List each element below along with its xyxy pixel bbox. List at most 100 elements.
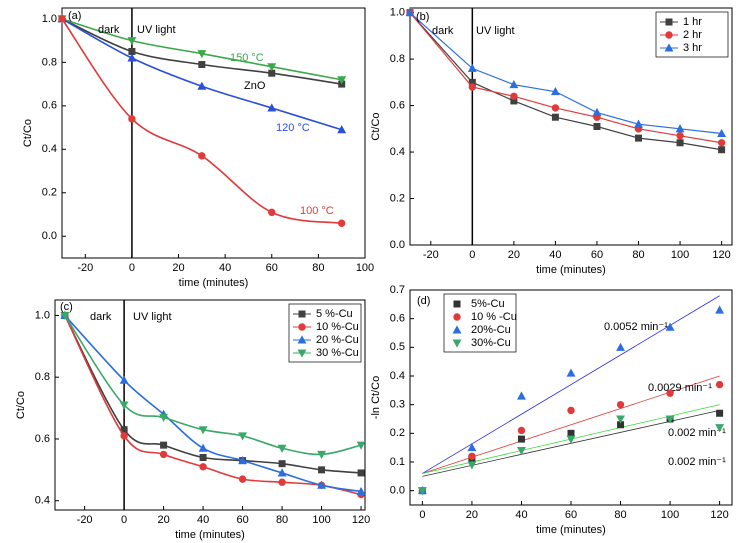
series-line (409, 12, 722, 144)
legend-label: 20%-Cu (471, 324, 511, 336)
marker (666, 389, 674, 397)
marker (634, 119, 643, 128)
annotation: dark (98, 24, 120, 36)
marker (297, 349, 307, 358)
marker (616, 400, 625, 409)
marker (566, 368, 576, 377)
marker (238, 475, 247, 483)
marker (267, 63, 277, 72)
x-tick-label: 120 (710, 509, 728, 521)
marker (718, 146, 726, 154)
x-tick-label: 20 (172, 262, 184, 274)
x-tick-label: 20 (508, 249, 520, 261)
legend-label: 10 %-Cu (316, 321, 359, 333)
x-tick-label: 0 (121, 514, 127, 526)
y-tick-label: 1.0 (42, 13, 57, 25)
y-tick-label: 0.8 (390, 53, 405, 65)
annotation: (c) (60, 301, 73, 313)
marker (268, 208, 276, 217)
plot-frame (61, 7, 366, 259)
marker (664, 43, 674, 52)
marker (467, 461, 477, 470)
x-tick-label: 40 (197, 514, 209, 526)
y-tick-label: 0.2 (42, 187, 57, 199)
series-line (64, 315, 362, 474)
x-tick-label: 100 (312, 514, 330, 526)
marker (665, 18, 673, 26)
marker (517, 447, 526, 456)
marker (665, 322, 675, 331)
x-axis-label: time (minutes) (536, 264, 606, 276)
marker (298, 323, 306, 331)
legend-label: 5%-Cu (471, 298, 505, 310)
marker (278, 460, 286, 468)
marker (318, 466, 326, 474)
marker (159, 413, 169, 422)
x-axis-label: time (minutes) (175, 529, 245, 541)
y-tick-label: 1.0 (390, 7, 405, 19)
marker (119, 375, 129, 384)
y-axis-label: -ln Ct/Co (370, 376, 382, 419)
annotation: 100 °C (300, 205, 334, 217)
legend-label: 1 hr (683, 16, 702, 28)
panel: 0 20 40 60 80 100 120 0.0 0.1 0.2 0.3 0.4 0.5 0.6 0.7 t… (370, 284, 733, 536)
marker (452, 325, 462, 334)
marker (356, 441, 366, 450)
y-tick-label: 0.2 (390, 192, 405, 204)
x-tick-label: -20 (423, 249, 439, 261)
legend-label: 2 hr (683, 29, 702, 41)
y-tick-label: 0.4 (42, 143, 57, 155)
marker (198, 152, 206, 160)
marker (452, 339, 462, 348)
annotation: UV light (137, 24, 176, 36)
marker (199, 454, 207, 461)
marker (238, 432, 248, 441)
fit-label: 0.002 min⁻¹ (668, 456, 726, 468)
marker (676, 132, 684, 140)
marker (551, 104, 560, 112)
marker (567, 429, 575, 437)
marker (551, 113, 559, 121)
marker (635, 134, 643, 142)
x-tick-label: 80 (276, 514, 288, 526)
marker (717, 139, 726, 147)
marker (120, 432, 128, 440)
x-tick-label: 0 (419, 509, 425, 521)
marker (127, 37, 137, 46)
marker (453, 300, 461, 308)
marker (616, 415, 625, 424)
annotation: (d) (417, 295, 430, 307)
x-tick-label: 40 (549, 249, 561, 261)
series-line (61, 18, 342, 225)
fit-label: 0.0029 min⁻¹ (648, 382, 712, 394)
legend-label: 20 %-Cu (316, 334, 359, 346)
marker (357, 469, 365, 477)
marker (716, 409, 724, 417)
annotation: dark (90, 311, 112, 323)
marker (717, 128, 727, 137)
marker (298, 310, 306, 318)
marker (665, 415, 675, 424)
y-tick-label: 0.6 (42, 100, 57, 112)
x-tick-label: 100 (356, 262, 374, 274)
series-line (64, 315, 362, 496)
marker (337, 125, 347, 134)
marker (317, 450, 327, 460)
x-axis-label: time (minutes) (536, 524, 606, 536)
y-tick-label: 0.6 (35, 433, 50, 445)
marker (417, 487, 427, 496)
marker (468, 452, 476, 460)
x-tick-label: -20 (77, 262, 93, 274)
marker (337, 76, 347, 85)
y-tick-label: 0.7 (390, 284, 405, 296)
panel: -20 0 20 40 60 80 100 120 0.0 0.2 0.4 0.6 0.8 1.0 time… (370, 7, 733, 276)
fit-label: 0.002 min⁻¹ (668, 427, 726, 439)
y-axis-label: Ct/Co (22, 119, 34, 147)
y-tick-label: 0.0 (390, 239, 405, 251)
legend-label: 30 %-Cu (316, 347, 359, 359)
x-tick-label: 20 (157, 514, 169, 526)
marker (616, 342, 625, 351)
marker (715, 305, 725, 314)
marker (509, 80, 519, 89)
